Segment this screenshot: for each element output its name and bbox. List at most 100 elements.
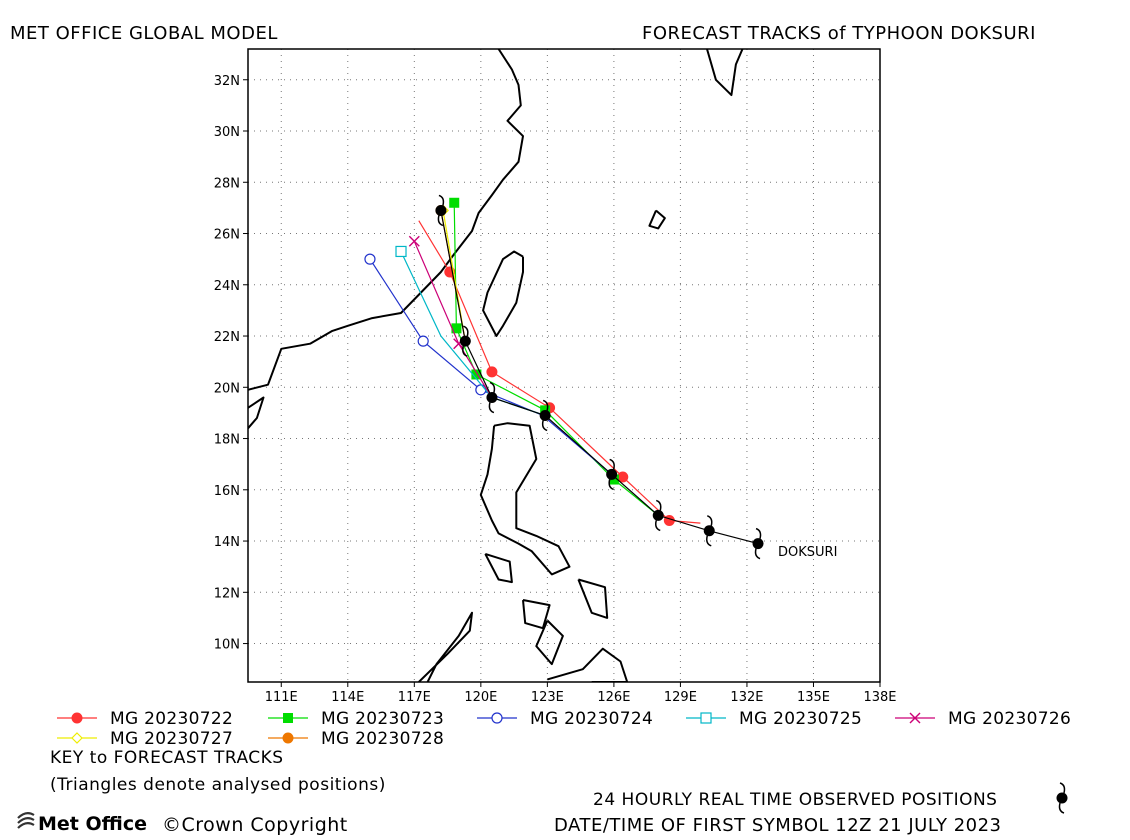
legend-label-MG20230723: MG 20230723 <box>321 709 444 729</box>
legend-marker-MG20230725 <box>700 712 712 724</box>
observed-typhoon-symbol-arm-bottom <box>654 520 661 532</box>
met-office-logo-icon <box>17 811 35 829</box>
legend-marker-MG20230726 <box>909 712 921 724</box>
observed-typhoon-symbol <box>752 527 764 560</box>
observed-typhoon-symbol <box>459 325 471 357</box>
lat-tick-label: 14N <box>214 535 240 550</box>
observed-typhoon-symbol-core <box>459 335 471 347</box>
footer-typhoon-symbol-arm-top <box>1059 782 1066 794</box>
copyright: ©Crown Copyright <box>162 814 348 836</box>
lat-tick-label: 22N <box>214 330 240 345</box>
track-marker-MG20230724 <box>364 253 376 265</box>
observed-typhoon-symbol-arm-top <box>706 515 713 526</box>
legend-marker-MG20230723 <box>283 713 293 723</box>
observed-typhoon-symbol-arm-bottom <box>608 479 614 491</box>
observed-typhoon-symbol-core <box>606 468 618 480</box>
lat-tick-label: 10N <box>214 638 240 653</box>
footer-typhoon-symbol-arm-bottom <box>1058 802 1065 814</box>
observed-typhoon-symbol-arm-top <box>438 194 445 206</box>
track-marker-MG20230722 <box>663 515 675 527</box>
observed-typhoon-symbol-arm-top <box>463 325 469 337</box>
track-line-MG20230723 <box>453 202 659 516</box>
observed-typhoon-symbol <box>703 515 715 547</box>
storm-label: DOKSURI <box>778 545 837 560</box>
observed-typhoon-symbol-arm-bottom <box>488 402 495 414</box>
lon-tick-label: 126E <box>597 690 630 705</box>
coastline-mindanao <box>547 647 629 682</box>
legend-marker-MG20230726-b <box>909 712 921 724</box>
key-note: (Triangles denote analysed positions) <box>50 775 386 795</box>
coastline-taiwan <box>482 250 524 337</box>
coastline-hainan <box>248 396 265 429</box>
legend-marker-MG20230722 <box>71 712 83 724</box>
track-marker-MG20230723 <box>608 474 619 485</box>
legend-marker-MG20230728 <box>282 732 294 744</box>
lat-tick-label: 12N <box>214 586 240 601</box>
legend: MG 20230722 MG 20230723 MG 20230724 MG 2023… <box>57 709 1071 749</box>
lon-tick-label: 138E <box>863 690 896 705</box>
coastline-samar <box>577 578 609 619</box>
coastline-mindoro <box>484 552 513 584</box>
track-marker-MG20230722 <box>486 366 498 378</box>
coastline-palawan <box>418 611 473 682</box>
observed-typhoon-symbol <box>652 499 664 532</box>
observed-typhoon-symbol-core <box>486 392 498 404</box>
track-marker-MG20230723 <box>449 197 460 208</box>
legend-marker-MG20230727 <box>71 732 83 744</box>
right-title: FORECAST TRACKS of TYPHOON DOKSURI <box>642 23 1036 44</box>
observed-typhoon-symbol <box>486 381 498 414</box>
track-marker-MG20230723 <box>451 323 462 334</box>
observed-typhoon-symbol-core <box>703 525 715 537</box>
coastline-panay <box>522 599 551 630</box>
observed-typhoon-symbol-core <box>435 204 447 216</box>
legend-label-MG20230728: MG 20230728 <box>321 729 444 749</box>
observed-typhoon-symbol <box>435 194 447 227</box>
legend-label-MG20230727: MG 20230727 <box>110 729 233 749</box>
lat-tick-label: 16N <box>214 484 240 499</box>
legend-label-MG20230724: MG 20230724 <box>530 709 653 729</box>
observed-typhoon-symbol <box>606 458 618 491</box>
lon-tick-label: 120E <box>464 690 497 705</box>
coastline-negros_cebu <box>535 619 564 666</box>
lat-tick-label: 28N <box>214 176 240 191</box>
met-office-brand: Met Office <box>38 813 147 835</box>
datetime-note: DATE/TIME OF FIRST SYMBOL 12Z 21 JULY 20… <box>554 815 1002 836</box>
lat-tick-label: 20N <box>214 381 240 396</box>
lat-tick-label: 18N <box>214 433 240 448</box>
coastline-kyushu <box>706 49 744 97</box>
lon-tick-label: 135E <box>797 690 830 705</box>
track-marker-MG20230726-b <box>408 235 420 247</box>
map-frame <box>247 48 881 683</box>
observed-typhoon-symbol-arm-top <box>609 458 615 470</box>
lat-tick-label: 30N <box>214 125 240 140</box>
observed-typhoon-symbol-arm-bottom <box>706 535 712 547</box>
track-marker-MG20230726 <box>408 235 420 247</box>
coastlines <box>248 49 744 682</box>
observed-typhoon-symbol-arm-top <box>489 381 496 393</box>
observed-typhoon-symbol-core <box>652 509 664 521</box>
lon-tick-label: 129E <box>664 690 697 705</box>
observed-typhoon-symbol-core <box>539 409 551 421</box>
observed-note: 24 HOURLY REAL TIME OBSERVED POSITIONS <box>593 790 998 810</box>
footer-typhoon-symbol <box>1056 782 1068 814</box>
observed-typhoon-symbol-arm-top <box>755 527 762 539</box>
legend-label-MG20230726: MG 20230726 <box>948 709 1071 729</box>
coastline-china <box>248 49 524 391</box>
observed-typhoon-symbol-arm-bottom <box>462 345 468 357</box>
lon-tick-label: 123E <box>531 690 564 705</box>
observed-typhoon-symbol-arm-bottom <box>754 548 761 560</box>
coastline-japan <box>648 209 666 230</box>
lon-tick-label: 114E <box>331 690 364 705</box>
observed-typhoon-symbol-arm-top <box>542 399 549 411</box>
left-title: MET OFFICE GLOBAL MODEL <box>10 23 278 44</box>
track-marker-MG20230723 <box>471 369 482 380</box>
observed-typhoon-symbol-arm-bottom <box>437 215 444 227</box>
track-marker-MG20230724 <box>417 335 429 347</box>
lat-tick-label: 26N <box>214 228 240 243</box>
lat-tick-label: 24N <box>214 279 240 294</box>
forecast-tracks <box>364 197 701 527</box>
observed-positions <box>435 194 764 560</box>
track-line-MG20230722 <box>418 220 701 524</box>
coastline-luzon <box>479 422 571 576</box>
